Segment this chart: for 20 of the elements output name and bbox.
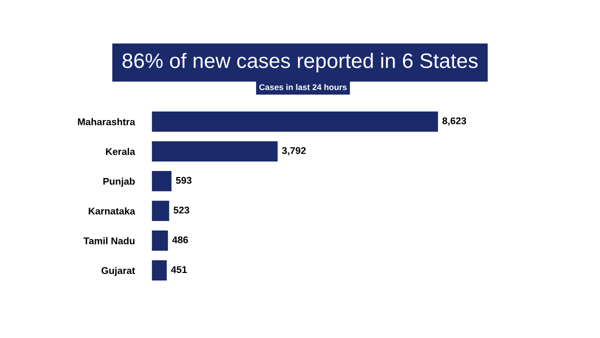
chart-title: 86% of new cases reported in 6 States [122, 52, 478, 72]
y-tick-label: Tamil Nadu [84, 237, 134, 244]
bar [152, 141, 278, 162]
y-tick-label: Maharashtra [78, 118, 136, 126]
data-label: 523 [174, 206, 190, 214]
data-label: 3,792 [282, 147, 306, 156]
data-label: 593 [176, 176, 192, 184]
data-label: 451 [171, 266, 187, 274]
data-label: 8,623 [442, 117, 466, 126]
y-tick-label: Gujarat [101, 266, 136, 276]
bar [152, 260, 167, 281]
y-tick-label: Punjab [103, 178, 135, 187]
bar [152, 230, 168, 251]
bar [152, 112, 438, 132]
y-tick-label: Karnataka [88, 207, 136, 215]
bar [152, 200, 170, 222]
chart-subtitle: Cases in last 24 hours [259, 84, 347, 90]
data-label: 486 [172, 236, 188, 244]
bar [152, 171, 172, 192]
y-tick-label: Kerala [106, 148, 136, 156]
